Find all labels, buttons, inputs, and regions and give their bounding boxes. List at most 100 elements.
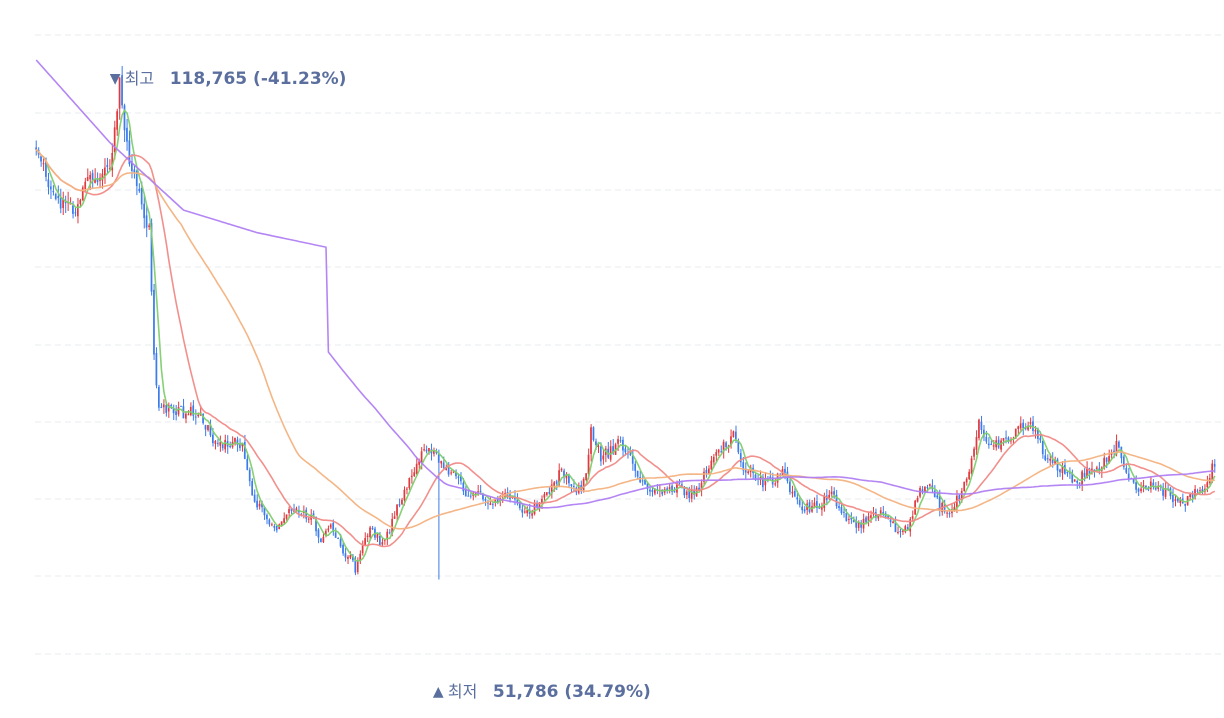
candle-body	[339, 539, 342, 547]
candle-body	[531, 513, 533, 516]
candle-body	[133, 169, 136, 173]
candle-body	[356, 560, 359, 573]
candle-body	[432, 450, 435, 454]
candle-body	[798, 500, 801, 505]
candle-body	[653, 488, 656, 494]
candle-body	[307, 518, 310, 520]
candle-body	[59, 197, 62, 209]
candle-body	[364, 538, 366, 546]
candle-body	[256, 500, 258, 508]
candle-body	[388, 532, 391, 534]
candle-body	[209, 424, 212, 436]
candle-body	[150, 223, 153, 292]
candle-body	[35, 147, 37, 150]
candle-body	[359, 553, 362, 561]
candle-body	[167, 404, 170, 412]
candle-body	[148, 225, 150, 227]
candle-body	[258, 503, 261, 507]
candle-body	[1005, 437, 1007, 439]
candle-body	[938, 495, 941, 511]
candle-body	[685, 491, 688, 496]
candle-body	[425, 449, 428, 452]
candle-body	[145, 215, 148, 228]
candle-body	[793, 491, 796, 497]
candle-body	[1142, 485, 1145, 488]
candle-body	[1068, 472, 1071, 474]
candle-body	[1196, 490, 1199, 492]
candle-body	[285, 514, 288, 519]
candle-body	[1152, 482, 1155, 487]
candle-body	[491, 503, 494, 505]
candle-body	[671, 485, 673, 492]
candle-body	[138, 189, 141, 191]
candle-body	[342, 544, 344, 554]
candle-body	[676, 482, 678, 493]
candle-body	[553, 482, 556, 487]
candle-body	[997, 439, 1000, 448]
candle-body	[111, 152, 114, 171]
candle-body	[57, 196, 60, 199]
candle-body	[69, 203, 72, 205]
candle-body	[599, 446, 602, 462]
candle-body	[521, 509, 524, 513]
candle-body	[1044, 455, 1047, 461]
candle-body	[717, 449, 720, 453]
candle-body	[239, 444, 241, 449]
candle-body	[236, 439, 239, 446]
candle-body	[739, 453, 742, 463]
candle-body	[479, 490, 482, 492]
candle-body	[855, 521, 858, 528]
candle-body	[980, 421, 983, 430]
high-label: 최고	[125, 69, 154, 88]
candle-body	[96, 179, 99, 183]
candle-body	[911, 516, 914, 519]
candle-body	[420, 451, 423, 463]
candle-body	[351, 555, 354, 561]
candle-body	[103, 167, 106, 177]
candle-body	[710, 460, 713, 470]
candle-body	[423, 449, 425, 451]
candle-body	[901, 530, 904, 533]
candle-body	[84, 181, 87, 189]
candle-body	[916, 497, 919, 502]
candle-body	[263, 507, 266, 516]
candle-body	[899, 531, 902, 533]
candle-body	[612, 446, 614, 454]
candle-body	[437, 454, 440, 463]
candle-body	[565, 473, 568, 479]
candle-body	[590, 427, 592, 454]
candle-body	[1024, 427, 1027, 430]
candle-body	[428, 447, 430, 452]
candle-body	[791, 491, 794, 494]
candle-body	[1034, 430, 1037, 432]
candle-body	[52, 191, 55, 193]
candle-body	[820, 506, 823, 510]
candle-body	[130, 161, 133, 171]
candle-body	[347, 556, 349, 559]
candle-body	[987, 443, 990, 446]
candle-body	[958, 495, 961, 500]
candle-body	[838, 505, 840, 509]
candle-body	[1140, 488, 1142, 492]
candle-body	[157, 386, 160, 408]
candle-body	[523, 511, 526, 513]
moving-average-lines	[35, 59, 1216, 562]
candle-body	[727, 445, 730, 447]
candle-body	[725, 442, 727, 448]
candle-body	[948, 513, 951, 515]
candle-body	[1135, 482, 1137, 490]
candle-body	[533, 503, 536, 514]
candle-body	[81, 187, 84, 201]
candle-body	[40, 156, 42, 162]
candle-body	[1172, 495, 1174, 503]
candle-body	[582, 478, 585, 491]
candle-body	[720, 451, 722, 453]
low-label: 최저	[448, 682, 477, 701]
candle-body	[631, 455, 634, 464]
candle-body	[332, 522, 335, 532]
candle-body	[526, 510, 529, 514]
candle-body	[548, 492, 551, 494]
candle-body	[162, 404, 165, 408]
candle-body	[769, 476, 772, 479]
candle-body	[850, 517, 853, 520]
